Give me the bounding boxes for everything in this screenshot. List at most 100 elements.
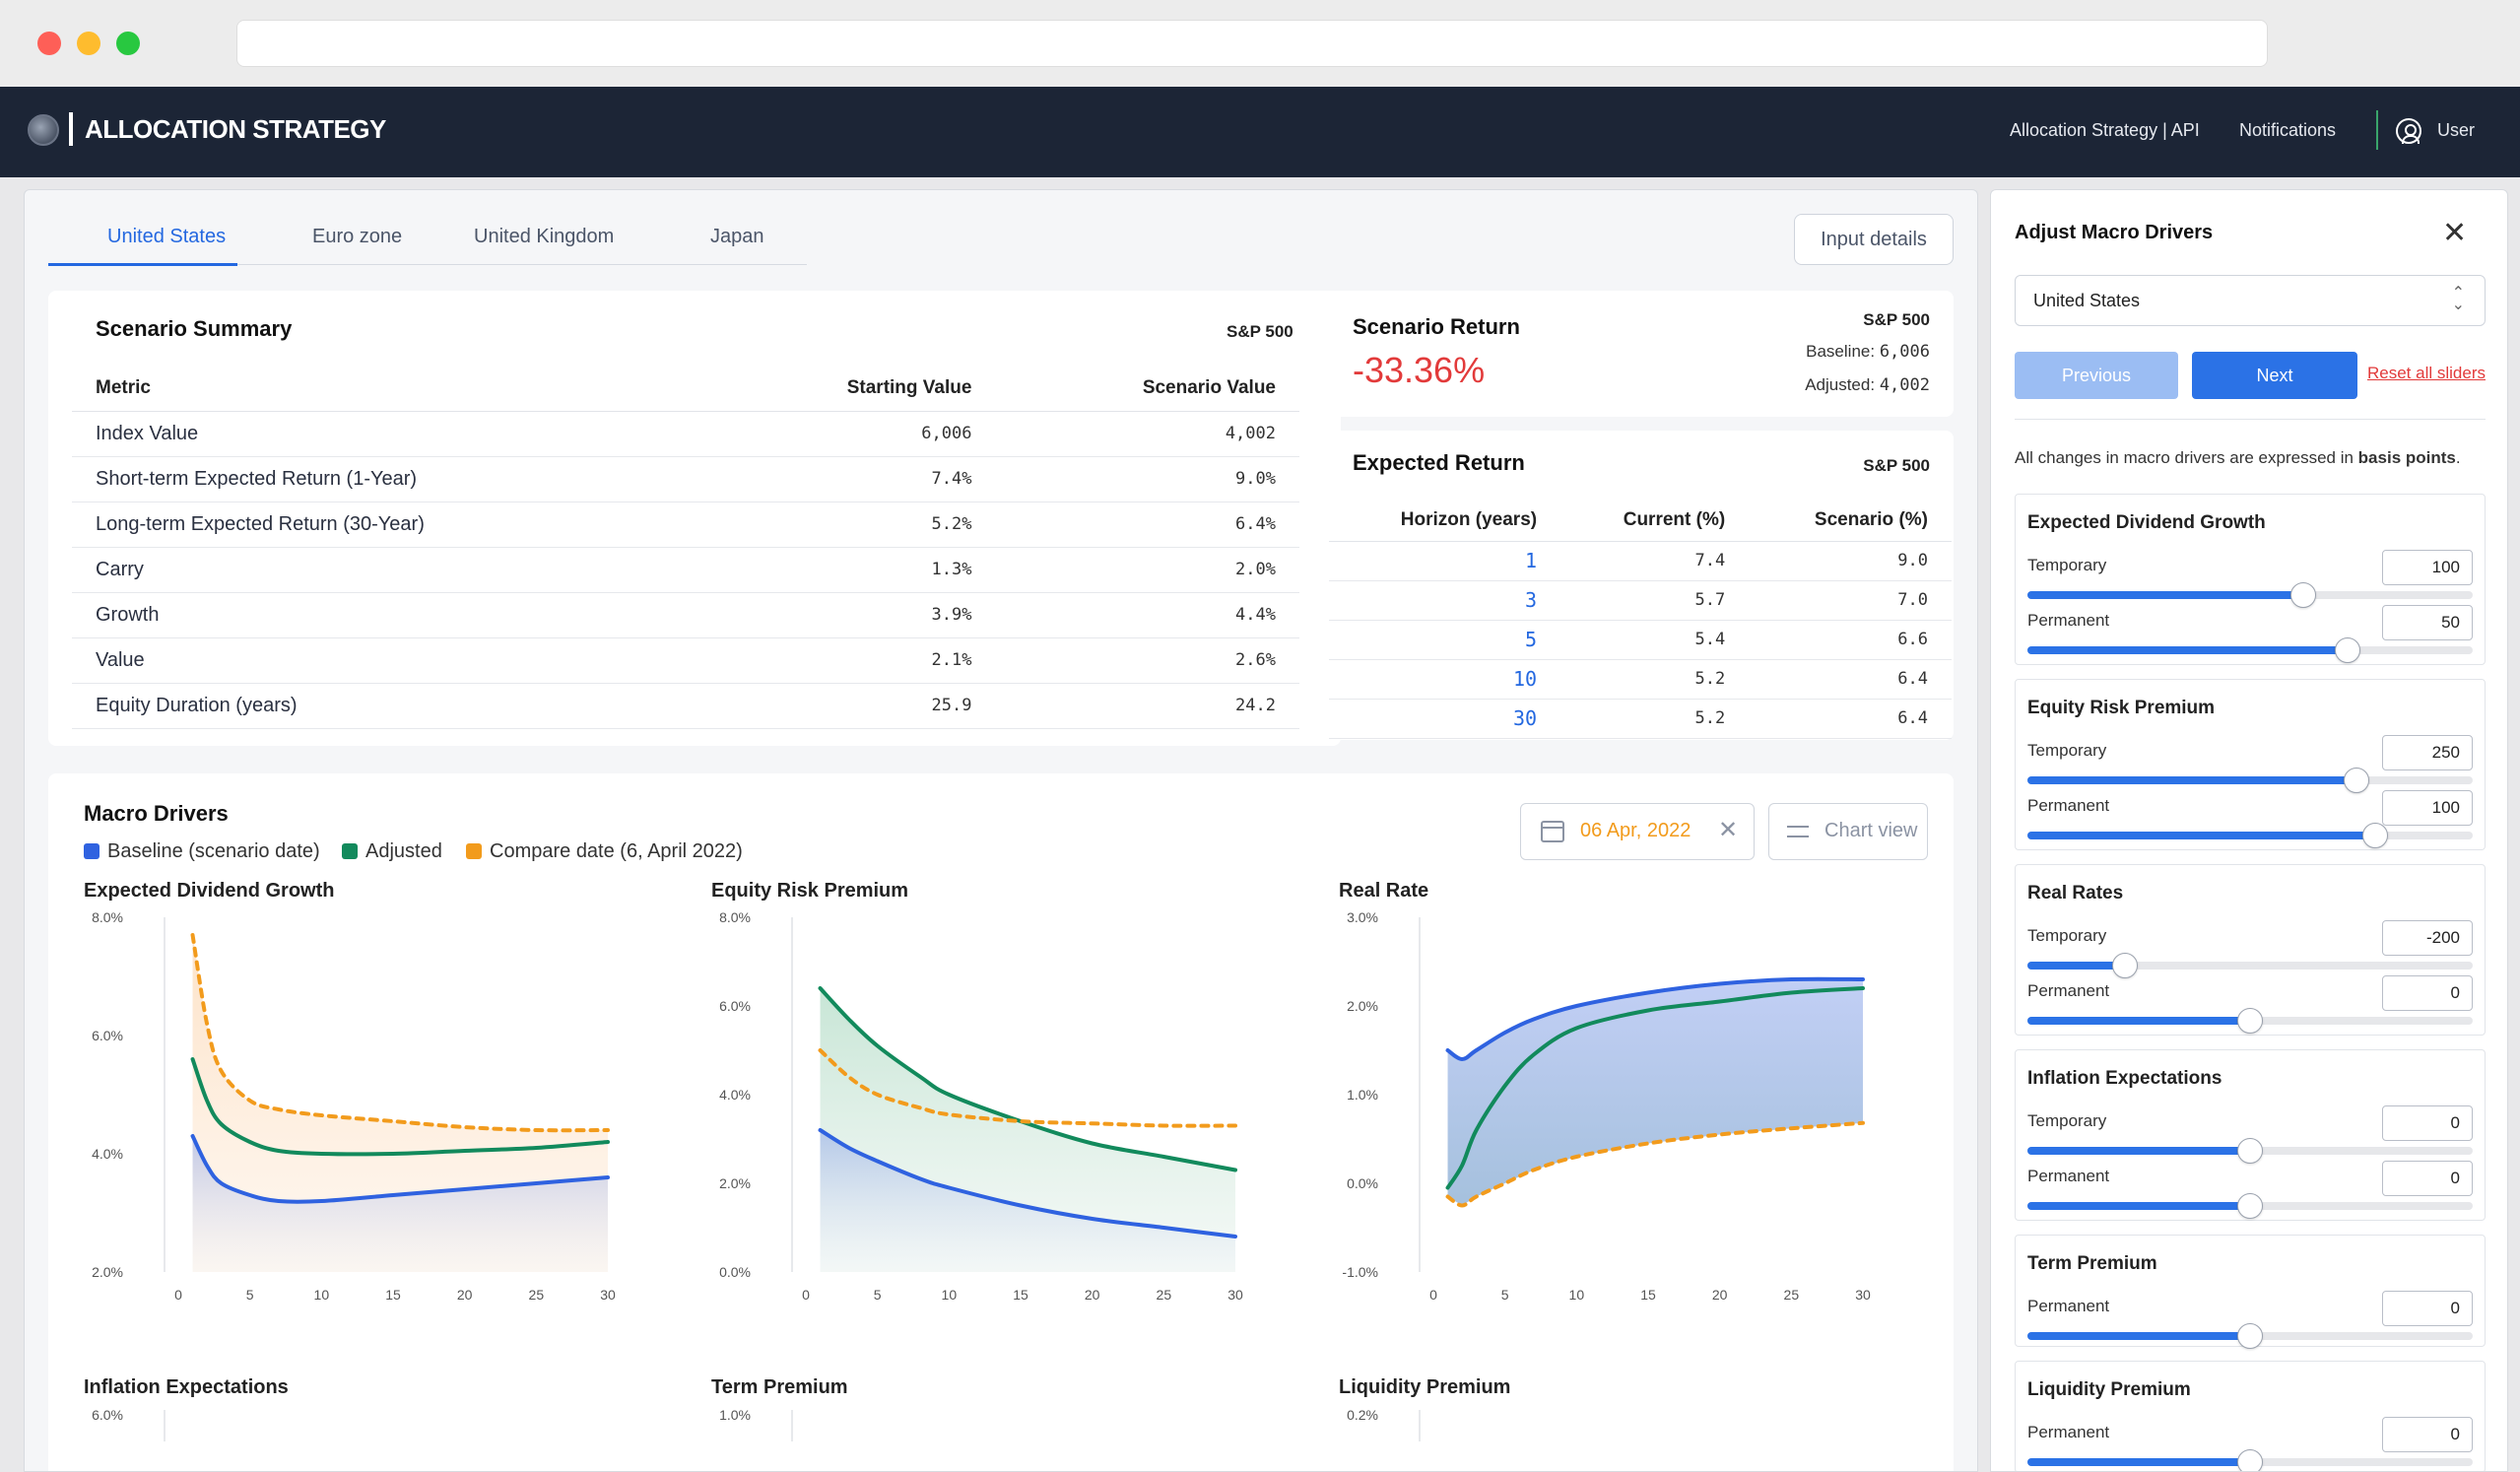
slider-thumb[interactable] [2361,823,2388,848]
series-line-baseline [190,1134,610,1204]
baseline-row: Baseline: 6,006 [1806,342,1930,362]
slider-thumb[interactable] [2335,637,2361,663]
slider-thumb[interactable] [2237,1138,2263,1164]
slider-thumb[interactable] [2237,1008,2263,1034]
horizon-cell[interactable]: 1 [1329,541,1561,581]
metric-cell: Equity Duration (years) [72,683,706,729]
permanent-input[interactable]: 0 [2382,1161,2473,1196]
scenario-value-cell: 9.0% [995,456,1299,502]
temporary-slider[interactable] [2027,582,2473,608]
country-select-value: United States [2033,291,2141,310]
table-row: Growth 3.9% 4.4% [72,592,1299,638]
driver-card: Inflation Expectations Temporary 0 Permanen… [2015,1049,2486,1221]
address-bar[interactable] [236,20,2268,67]
compare-date-picker[interactable]: 06 Apr, 2022 ✕ [1520,803,1755,860]
adjusted-row: Adjusted: 4,002 [1805,375,1930,395]
x-tick-label: 5 [1501,1287,1509,1303]
horizon-cell[interactable]: 5 [1329,620,1561,660]
permanent-input[interactable]: 0 [2382,975,2473,1011]
temporary-slider[interactable] [2027,1138,2473,1164]
metric-cell: Long-term Expected Return (30-Year) [72,502,706,548]
metric-cell: Growth [72,592,706,638]
permanent-slider[interactable] [2027,1323,2473,1349]
country-select[interactable]: United States ⌃ ⌄ [2015,275,2486,326]
driver-card: Real Rates Temporary -200 Permanent 0 [2015,864,2486,1036]
permanent-slider[interactable] [2027,823,2473,848]
table-row: 10 5.2 6.4 [1329,659,1952,700]
chart-svg: 3.0% 2.0% 1.0% 0.0% -1.0% 0 5 10 15 20 25 30 [1342,909,1871,1303]
slider-fill [2027,1202,2250,1210]
tab-euro-zone[interactable]: Euro zone [312,226,403,247]
tab-japan[interactable]: Japan [710,226,764,247]
x-tick-label: 15 [1013,1287,1028,1303]
starting-value-cell: 1.3% [705,547,996,593]
x-tick-label: 0 [802,1287,810,1303]
table-row: Short-term Expected Return (1-Year) 7.4% 9… [72,456,1299,502]
nav-notifications-link[interactable]: Notifications [2239,120,2337,140]
permanent-input[interactable]: 0 [2382,1417,2473,1452]
slider-fill [2027,776,2357,784]
summary-index-label: S&P 500 [1227,322,1293,341]
x-tick-label: 20 [1085,1287,1100,1303]
permanent-input[interactable]: 50 [2382,605,2473,640]
compare-swatch [466,843,482,859]
x-tick-label: 0 [1429,1287,1437,1303]
close-icon[interactable]: ✕ [2442,217,2468,249]
permanent-label: Permanent [2027,1167,2110,1185]
chart-title: Liquidity Premium [1339,1376,1511,1398]
legend-adjusted: Adjusted [342,840,442,863]
permanent-input[interactable]: 100 [2382,790,2473,826]
chart-title: Real Rate [1339,880,1429,902]
reset-sliders-link[interactable]: Reset all sliders [2367,364,2486,382]
slider-thumb[interactable] [2237,1193,2263,1219]
horizon-cell[interactable]: 30 [1329,699,1561,739]
calendar-icon [1541,821,1564,842]
current-cell: 5.2 [1560,659,1750,700]
driver-title: Expected Dividend Growth [2027,512,2266,533]
horizon-cell[interactable]: 10 [1329,659,1561,700]
tab-united-states[interactable]: United States [107,226,227,247]
next-button[interactable]: Next [2192,352,2357,399]
slider-thumb[interactable] [2290,582,2317,608]
app-title: ALLOCATION STRATEGY [85,114,386,144]
temporary-input[interactable]: -200 [2382,920,2473,956]
temporary-slider[interactable] [2027,953,2473,978]
chart-view-button[interactable]: Chart view [1768,803,1928,860]
slider-thumb[interactable] [2112,953,2139,978]
temporary-input[interactable]: 250 [2382,735,2473,770]
permanent-slider[interactable] [2027,637,2473,663]
permanent-slider[interactable] [2027,1449,2473,1471]
minimize-window-button[interactable] [77,32,100,55]
y-tick-label: 0.2% [1347,1407,1378,1423]
previous-button[interactable]: Previous [2015,352,2178,399]
permanent-slider[interactable] [2027,1008,2473,1034]
user-avatar-icon[interactable] [2396,118,2421,144]
clear-date-icon[interactable]: ✕ [1718,817,1739,843]
temporary-input[interactable]: 100 [2382,550,2473,585]
temporary-input[interactable]: 0 [2382,1105,2473,1141]
nav-user-link[interactable]: User [2437,120,2476,140]
permanent-label: Permanent [2027,981,2110,1000]
slider-thumb[interactable] [2237,1323,2263,1349]
horizon-cell[interactable]: 3 [1329,580,1561,621]
permanent-label: Permanent [2027,611,2110,630]
slider-fill [2027,1147,2250,1155]
input-details-button[interactable]: Input details [1794,214,1954,265]
temporary-slider[interactable] [2027,768,2473,793]
chart-svg: 8.0% 6.0% 4.0% 2.0% 0 5 10 15 20 25 30 [92,909,616,1303]
chart-svg: 6.0% [92,1407,166,1441]
current-cell: 5.4 [1560,620,1750,660]
select-caret-icon: ⌃ ⌄ [2451,285,2465,313]
maximize-window-button[interactable] [116,32,140,55]
slider-thumb[interactable] [2344,768,2370,793]
slider-thumb[interactable] [2237,1449,2263,1471]
permanent-input[interactable]: 0 [2382,1291,2473,1326]
series-line-compare [818,1048,1237,1128]
x-tick-label: 25 [1784,1287,1800,1303]
tab-united-kingdom[interactable]: United Kingdom [474,226,615,247]
y-tick-label: 8.0% [719,909,751,925]
permanent-slider[interactable] [2027,1193,2473,1219]
nav-api-link[interactable]: Allocation Strategy | API [2010,120,2200,140]
close-window-button[interactable] [37,32,61,55]
table-row: Carry 1.3% 2.0% [72,547,1299,593]
